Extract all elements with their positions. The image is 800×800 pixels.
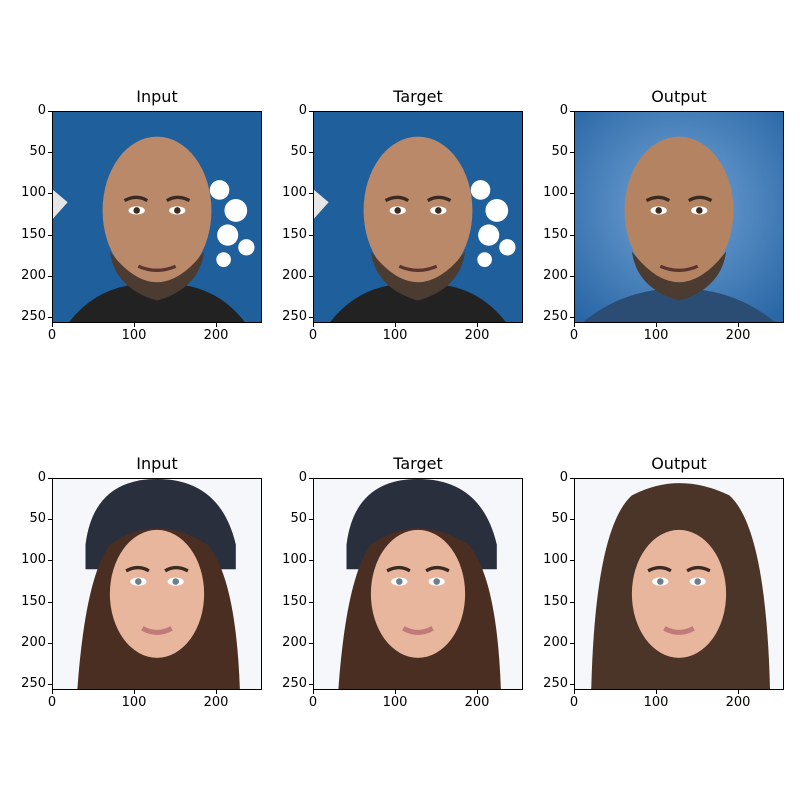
x-tick-label: 200 xyxy=(196,690,236,710)
y-tick-label: 100 xyxy=(538,553,574,567)
x-tick-label: 100 xyxy=(114,690,154,710)
y-tick-label: 250 xyxy=(277,677,313,691)
x-tick-label: 100 xyxy=(375,690,415,710)
panel-row2-input: Input 0 50 100 150 200 250 0 100 200 xyxy=(21,454,262,710)
x-tick-label: 200 xyxy=(196,323,236,343)
x-tick-label: 100 xyxy=(375,323,415,343)
y-tick-label: 150 xyxy=(277,595,313,609)
y-tick-label: 50 xyxy=(538,145,574,159)
y-tick-label: 0 xyxy=(277,104,313,118)
x-tick-label: 0 xyxy=(32,690,72,710)
y-tick-label: 200 xyxy=(16,636,52,650)
x-tick-label: 200 xyxy=(718,690,758,710)
panel-row1-output: Output 0 50 100 150 200 250 0 xyxy=(543,87,784,343)
y-tick-label: 250 xyxy=(538,677,574,691)
face-image-woman-input xyxy=(52,478,262,690)
y-tick-label: 200 xyxy=(277,636,313,650)
x-tick-label: 100 xyxy=(636,690,676,710)
y-tick-label: 0 xyxy=(538,104,574,118)
y-tick-label: 250 xyxy=(16,677,52,691)
x-tick-label: 0 xyxy=(32,323,72,343)
y-tick-label: 0 xyxy=(538,471,574,485)
y-tick-label: 100 xyxy=(538,186,574,200)
y-tick-label: 50 xyxy=(277,512,313,526)
panel-title: Input xyxy=(136,454,178,473)
y-tick-label: 50 xyxy=(16,512,52,526)
y-tick-label: 150 xyxy=(16,595,52,609)
y-tick-label: 50 xyxy=(538,512,574,526)
y-tick-label: 100 xyxy=(16,553,52,567)
y-tick-label: 50 xyxy=(277,145,313,159)
face-image-woman-target xyxy=(313,478,523,690)
panel-title: Input xyxy=(136,87,178,106)
x-tick-label: 100 xyxy=(114,323,154,343)
panel-title: Target xyxy=(393,87,443,106)
x-tick-label: 0 xyxy=(554,323,594,343)
x-tick-label: 100 xyxy=(636,323,676,343)
y-tick-label: 200 xyxy=(277,269,313,283)
x-tick-label: 0 xyxy=(293,690,333,710)
face-image-woman-output xyxy=(574,478,784,690)
face-image-man-output xyxy=(574,111,784,323)
panel-title: Output xyxy=(651,454,707,473)
y-tick-label: 100 xyxy=(277,553,313,567)
y-tick-label: 200 xyxy=(16,269,52,283)
y-tick-label: 200 xyxy=(538,269,574,283)
panel-row2-output: Output 0 50 100 150 200 250 0 100 200 xyxy=(543,454,784,710)
y-tick-label: 250 xyxy=(16,310,52,324)
panel-row1-target: Target 0 50 100 150 200 250 0 100 200 xyxy=(282,87,523,343)
y-tick-label: 0 xyxy=(16,104,52,118)
y-tick-label: 0 xyxy=(16,471,52,485)
y-tick-label: 50 xyxy=(16,145,52,159)
panel-title: Output xyxy=(651,87,707,106)
face-image-man-target xyxy=(313,111,523,323)
y-tick-label: 150 xyxy=(538,595,574,609)
x-tick-label: 200 xyxy=(457,690,497,710)
x-tick-label: 200 xyxy=(457,323,497,343)
x-tick-label: 0 xyxy=(554,690,594,710)
x-tick-label: 200 xyxy=(718,323,758,343)
panel-row1-input: Input 0 50 100 150 200 250 0 100 200 xyxy=(21,87,262,343)
x-tick-label: 0 xyxy=(293,323,333,343)
y-tick-label: 150 xyxy=(538,228,574,242)
y-tick-label: 250 xyxy=(538,310,574,324)
panel-row2-target: Target 0 50 100 150 200 250 0 100 200 xyxy=(282,454,523,710)
y-tick-label: 250 xyxy=(277,310,313,324)
panel-title: Target xyxy=(393,454,443,473)
y-tick-label: 100 xyxy=(277,186,313,200)
y-tick-label: 200 xyxy=(538,636,574,650)
y-tick-label: 150 xyxy=(16,228,52,242)
face-image-man-input xyxy=(52,111,262,323)
y-tick-label: 0 xyxy=(277,471,313,485)
y-tick-label: 100 xyxy=(16,186,52,200)
y-tick-label: 150 xyxy=(277,228,313,242)
